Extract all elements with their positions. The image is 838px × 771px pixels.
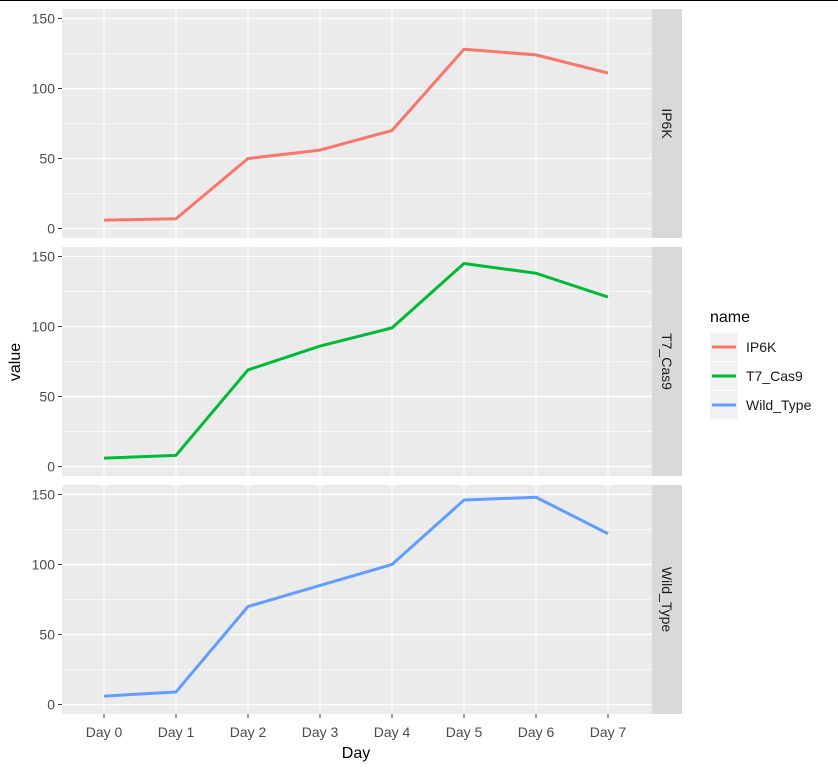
y-tick-label: 100 (32, 80, 56, 96)
y-axis-title: value (7, 343, 24, 381)
y-tick-label: 150 (32, 10, 56, 26)
x-tick-label: Day 0 (86, 724, 123, 740)
y-tick-label: 50 (39, 151, 55, 167)
facet-strip (652, 247, 682, 476)
x-tick-label: Day 2 (230, 724, 267, 740)
legend-item-label: IP6K (746, 339, 777, 355)
facet-strip-label: T7_Cas9 (659, 333, 675, 390)
y-tick-label: 0 (47, 459, 55, 475)
facet-strip (652, 9, 682, 238)
series-line-t7-cas9 (103, 261, 609, 460)
y-tick-label: 50 (39, 627, 55, 643)
x-axis-title: Day (342, 745, 370, 762)
y-tick-label: 100 (32, 318, 56, 334)
x-axis: Day 0 Day 1 Day 2 Day 3 Day 4 Day 5 Day 6 Day 7 (86, 714, 627, 740)
series-line-wild-type (103, 495, 609, 698)
legend-item-label: Wild_Type (746, 397, 812, 413)
legend: IP6K T7_Cas9 Wild_Type (710, 333, 812, 419)
facet-panel-wild-type: 0 50 100 150 Wild_Type (32, 485, 682, 714)
series-line-ip6k (103, 47, 609, 222)
x-tick-label: Day 6 (518, 724, 555, 740)
facet-panel-ip6k: 0 50 100 150 IP6K (32, 9, 682, 238)
y-tick-label: 0 (47, 221, 55, 237)
legend-item-label: T7_Cas9 (746, 368, 803, 384)
y-tick-label: 50 (39, 389, 55, 405)
x-tick-label: Day 3 (302, 724, 339, 740)
facet-strip (652, 485, 682, 714)
top-border-line (0, 0, 838, 1)
legend-title: name (710, 309, 750, 326)
y-tick-label: 100 (32, 556, 56, 572)
y-tick-label: 0 (47, 697, 55, 713)
y-tick-label: 150 (32, 248, 56, 264)
y-tick-label: 150 (32, 486, 56, 502)
facet-strip-label: Wild_Type (659, 567, 675, 633)
facet-strip-label: IP6K (659, 108, 675, 139)
x-tick-label: Day 1 (158, 724, 195, 740)
x-tick-label: Day 7 (590, 724, 627, 740)
facet-panel-t7-cas9: 0 50 100 150 T7_Cas9 (32, 247, 682, 476)
x-tick-label: Day 4 (374, 724, 411, 740)
x-tick-label: Day 5 (446, 724, 483, 740)
